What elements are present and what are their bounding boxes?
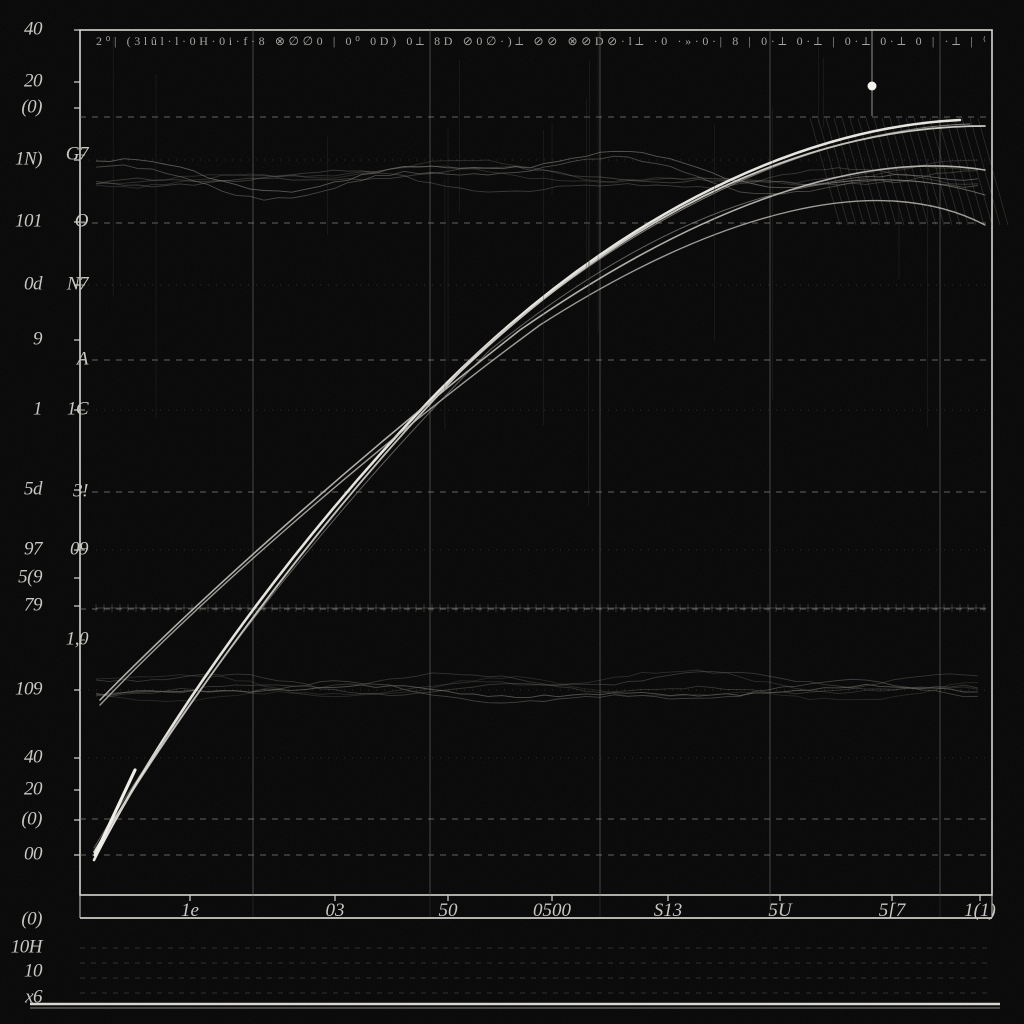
ytick-label-outer: 00 [24,843,43,864]
noise-texture [0,0,1024,1024]
ytick-label-outer: 5d [24,478,43,499]
xtick-label: 1(1) [964,900,996,921]
chart-canvas: 40 20 (0) 1N) 101 0d 9 1 5d 97 5(9 79 109 40 20 (0) 00 (0… [0,0,1024,1024]
ytick-label-inner: O [75,210,89,231]
xtick-label: 50 [439,900,459,921]
ytick-label-inner: N7 [66,273,90,294]
xtick-label: 5U [768,900,793,921]
xtick-label: 0500 [533,900,572,921]
ytick-label-outer: (0) [21,908,42,929]
ytick-label-outer: 40 [24,746,43,767]
ytick-label-outer: (0) [21,96,42,117]
ytick-label-outer: 20 [24,70,43,91]
ytick-label-outer: 0d [24,273,43,294]
ytick-label-outer: (0) [21,808,42,829]
ytick-label-outer: 1N) [15,148,42,169]
ytick-label-outer: 40 [24,18,43,39]
ytick-label-inner: 3! [72,480,88,501]
ytick-label-outer: 10 [24,960,43,981]
ytick-label-outer: 9 [33,328,43,349]
ytick-label-inner: 1C [67,398,89,419]
ytick-label-inner: A [75,348,89,369]
ytick-label-outer: 5(9 [18,566,43,587]
ytick-label-inner: G7 [66,143,90,164]
ytick-label-outer: x6 [24,986,43,1007]
ytick-label-outer: 109 [15,678,43,699]
ytick-label-outer: 79 [24,594,43,615]
ytick-label-outer: 10H [11,936,44,957]
ytick-label-outer: 97 [24,538,44,559]
marker-dot [868,82,877,91]
xtick-label: 03 [326,900,345,921]
top-symbol-row: 2⁰| (3lûl·l·0H·0i·f·8 ⊗∅∅0 | 0⁰ 0D) 0⟂ 8… [96,34,988,48]
ytick-label-outer: 101 [15,210,42,231]
xtick-label: 1e [181,900,199,921]
ytick-label-outer: 1 [33,398,42,419]
ytick-label-inner: 09 [70,538,89,559]
xtick-label: 5[7 [879,900,907,921]
ytick-label-outer: 20 [24,778,43,799]
ytick-label-inner: 1,0 [66,628,89,649]
xtick-label: S13 [654,900,683,921]
